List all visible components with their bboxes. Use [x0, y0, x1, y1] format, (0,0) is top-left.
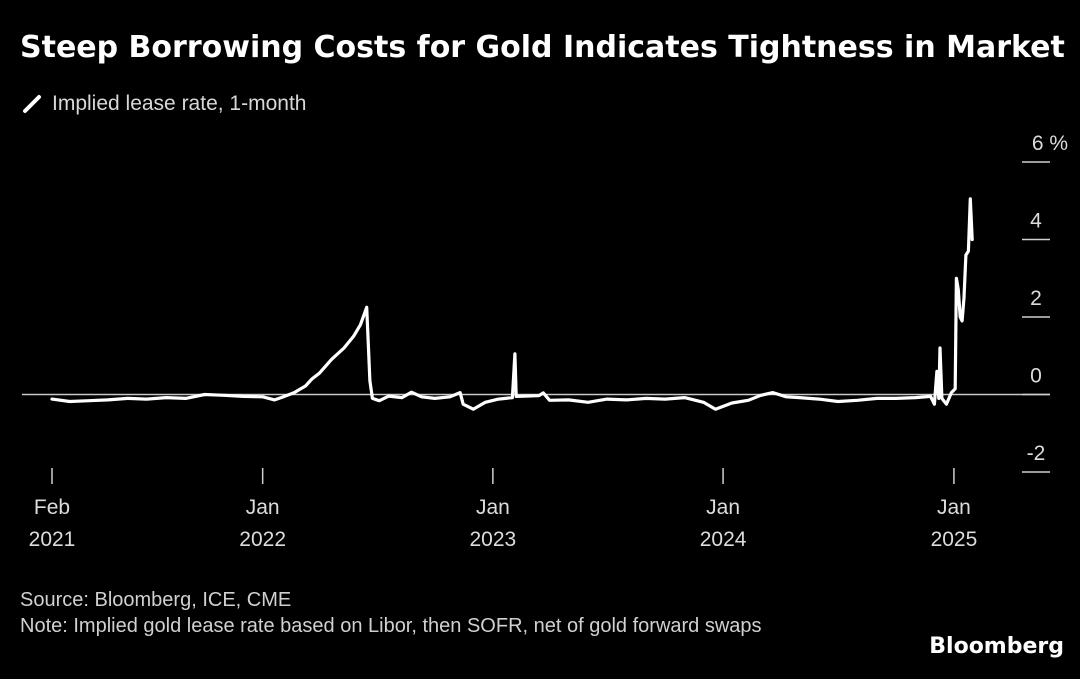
- x-axis-tick-label-month: Jan: [476, 496, 510, 519]
- x-axis-tick-label-month: Jan: [937, 496, 971, 519]
- legend-label: Implied lease rate, 1-month: [52, 92, 307, 115]
- x-axis-tick-label-year: 2023: [470, 528, 517, 551]
- series-line-implied-lease-rate: [50, 197, 974, 411]
- x-axis-tick-label-year: 2025: [931, 528, 978, 551]
- source-note: Source: Bloomberg, ICE, CME: [20, 589, 292, 611]
- y-axis-tick-label: -2: [1027, 442, 1046, 465]
- x-axis-tick-label-year: 2021: [29, 528, 76, 551]
- bloomberg-logo: Bloomberg: [929, 634, 1064, 659]
- chart-footer: Source: Bloomberg, ICE, CME Note: Implie…: [20, 587, 840, 639]
- note-text: Note: Implied gold lease rate based on L…: [20, 615, 762, 637]
- x-axis-tick-label-year: 2022: [239, 528, 286, 551]
- y-axis-tick-label: 2: [1030, 287, 1042, 310]
- legend: Implied lease rate, 1-month: [22, 90, 306, 118]
- chart-title: Steep Borrowing Costs for Gold Indicates…: [20, 30, 1065, 65]
- x-axis-tick-label-month: Jan: [246, 496, 280, 519]
- y-axis-tick-label: 0: [1030, 365, 1042, 388]
- x-axis-tick-label-year: 2024: [700, 528, 747, 551]
- y-axis-tick-label: 4: [1030, 210, 1042, 233]
- x-axis-tick-label-month: Feb: [34, 496, 70, 519]
- legend-swatch-icon: [23, 95, 41, 113]
- x-axis-tick-label-month: Jan: [706, 496, 740, 519]
- y-axis-tick-label: 6 %: [1032, 132, 1068, 155]
